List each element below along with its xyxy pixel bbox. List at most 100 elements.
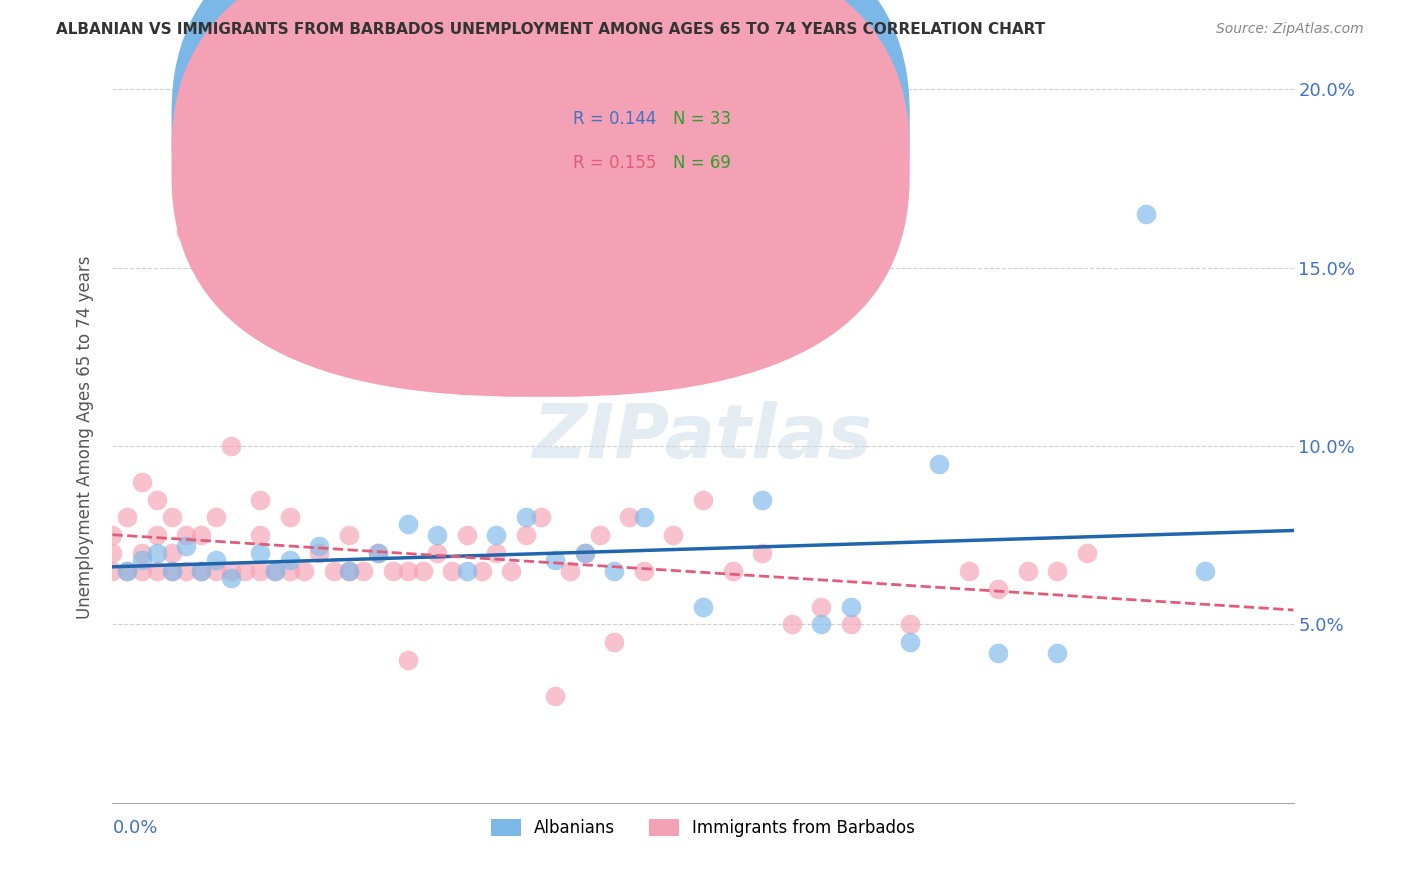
Text: Source: ZipAtlas.com: Source: ZipAtlas.com bbox=[1216, 22, 1364, 37]
FancyBboxPatch shape bbox=[502, 86, 786, 195]
Point bbox=[751, 492, 773, 507]
Point bbox=[426, 528, 449, 542]
Point bbox=[233, 564, 256, 578]
Point bbox=[205, 564, 228, 578]
Point bbox=[515, 528, 537, 542]
Point bbox=[396, 564, 419, 578]
Point bbox=[131, 564, 153, 578]
Point bbox=[219, 439, 242, 453]
Point bbox=[544, 553, 567, 567]
Point bbox=[1046, 564, 1069, 578]
Point bbox=[160, 564, 183, 578]
Point bbox=[957, 564, 980, 578]
Point bbox=[367, 546, 389, 560]
Point bbox=[633, 510, 655, 524]
Point bbox=[278, 553, 301, 567]
Point bbox=[1017, 564, 1039, 578]
Point bbox=[426, 546, 449, 560]
Point bbox=[810, 599, 832, 614]
Point bbox=[501, 564, 523, 578]
Point bbox=[278, 564, 301, 578]
Point bbox=[574, 546, 596, 560]
Point bbox=[249, 546, 271, 560]
Point bbox=[160, 546, 183, 560]
Point bbox=[190, 564, 212, 578]
Point bbox=[174, 528, 197, 542]
Point bbox=[471, 564, 494, 578]
Point bbox=[174, 564, 197, 578]
Point bbox=[396, 653, 419, 667]
Text: R = 0.144: R = 0.144 bbox=[574, 110, 657, 128]
Point bbox=[205, 553, 228, 567]
Point bbox=[337, 528, 360, 542]
Point bbox=[529, 510, 551, 524]
Point bbox=[219, 571, 242, 585]
Point bbox=[160, 564, 183, 578]
Text: N = 69: N = 69 bbox=[673, 153, 731, 172]
Point bbox=[603, 564, 626, 578]
Point bbox=[692, 492, 714, 507]
Point bbox=[588, 528, 610, 542]
Point bbox=[692, 599, 714, 614]
Point bbox=[367, 546, 389, 560]
Point bbox=[131, 475, 153, 489]
Point bbox=[1076, 546, 1098, 560]
Point bbox=[174, 225, 197, 239]
Point bbox=[249, 564, 271, 578]
Text: 0.0%: 0.0% bbox=[112, 819, 157, 837]
Point bbox=[662, 528, 685, 542]
Point bbox=[603, 635, 626, 649]
Point bbox=[456, 528, 478, 542]
FancyBboxPatch shape bbox=[172, 0, 910, 397]
Point bbox=[780, 617, 803, 632]
Text: ALBANIAN VS IMMIGRANTS FROM BARBADOS UNEMPLOYMENT AMONG AGES 65 TO 74 YEARS CORR: ALBANIAN VS IMMIGRANTS FROM BARBADOS UNE… bbox=[56, 22, 1046, 37]
Point bbox=[264, 564, 287, 578]
FancyBboxPatch shape bbox=[172, 0, 910, 360]
Point bbox=[337, 564, 360, 578]
Point bbox=[146, 564, 169, 578]
Point bbox=[485, 546, 508, 560]
Point bbox=[987, 582, 1010, 596]
Point bbox=[101, 546, 124, 560]
Y-axis label: Unemployment Among Ages 65 to 74 years: Unemployment Among Ages 65 to 74 years bbox=[76, 255, 94, 619]
Point bbox=[323, 564, 346, 578]
Point bbox=[810, 617, 832, 632]
Point bbox=[131, 553, 153, 567]
Point bbox=[101, 564, 124, 578]
Point bbox=[1194, 564, 1216, 578]
Point bbox=[574, 546, 596, 560]
Point bbox=[412, 564, 434, 578]
Point bbox=[337, 564, 360, 578]
Point bbox=[987, 646, 1010, 660]
Point bbox=[146, 528, 169, 542]
Point bbox=[264, 564, 287, 578]
Point bbox=[146, 546, 169, 560]
Point bbox=[101, 528, 124, 542]
Point bbox=[382, 564, 405, 578]
Point bbox=[292, 564, 315, 578]
Point bbox=[174, 539, 197, 553]
Point bbox=[308, 546, 330, 560]
Point bbox=[485, 528, 508, 542]
Point bbox=[898, 635, 921, 649]
Point bbox=[560, 564, 582, 578]
Point bbox=[619, 510, 641, 524]
Point bbox=[396, 517, 419, 532]
Point bbox=[1135, 207, 1157, 221]
Point bbox=[721, 564, 744, 578]
Point bbox=[839, 599, 862, 614]
Point bbox=[456, 564, 478, 578]
Point bbox=[928, 457, 950, 471]
Point bbox=[898, 617, 921, 632]
Legend: Albanians, Immigrants from Barbados: Albanians, Immigrants from Barbados bbox=[482, 811, 924, 846]
Point bbox=[160, 510, 183, 524]
Text: R = 0.155: R = 0.155 bbox=[574, 153, 657, 172]
Point bbox=[751, 546, 773, 560]
Point bbox=[308, 539, 330, 553]
Text: ZIPatlas: ZIPatlas bbox=[533, 401, 873, 474]
Point bbox=[839, 617, 862, 632]
Point bbox=[278, 510, 301, 524]
Point bbox=[219, 564, 242, 578]
Point bbox=[117, 564, 138, 578]
Point bbox=[633, 564, 655, 578]
